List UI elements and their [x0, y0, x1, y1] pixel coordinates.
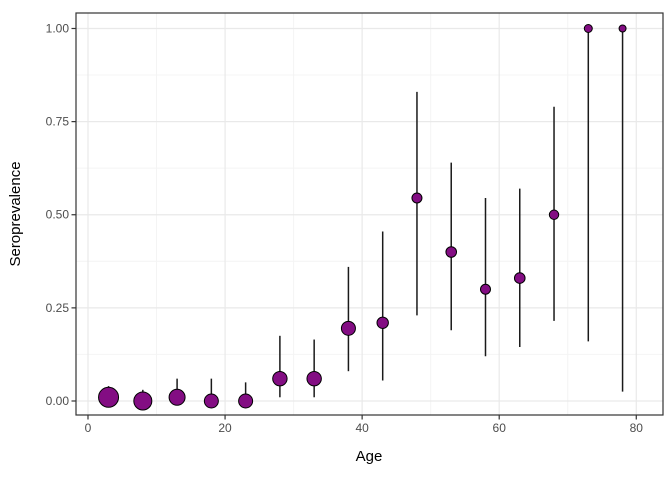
x-tick-label: 60	[493, 421, 507, 435]
x-tick-label: 0	[85, 421, 92, 435]
panel-background	[76, 13, 663, 415]
panel-frame-layer	[75, 12, 664, 416]
data-point	[272, 370, 288, 387]
data-point	[168, 388, 186, 406]
data-point	[618, 24, 627, 33]
panel-background-layer	[76, 13, 663, 415]
data-point	[306, 370, 322, 387]
data-point	[445, 246, 458, 258]
panel-border	[75, 12, 664, 416]
data-point	[583, 23, 593, 33]
y-tick-label: 0.00	[46, 394, 70, 408]
x-tick-label: 40	[355, 421, 369, 435]
y-axis-title: Seroprevalence	[7, 161, 24, 266]
gridline-layer	[76, 13, 663, 415]
data-point	[548, 209, 560, 220]
data-point	[340, 320, 356, 336]
data-point	[411, 192, 423, 204]
data-point	[98, 386, 120, 408]
data-point	[203, 393, 219, 409]
x-tick-label: 20	[218, 421, 232, 435]
y-tick-label: 1.00	[46, 21, 70, 35]
x-axis-title: Age	[356, 448, 383, 465]
y-tick-label: 0.25	[46, 301, 70, 315]
data-point	[133, 391, 153, 411]
data-marks-layer	[98, 23, 627, 411]
data-point	[479, 283, 491, 295]
data-point	[376, 316, 389, 329]
x-tick-label: 80	[630, 421, 644, 435]
y-tick-label: 0.75	[46, 115, 70, 129]
data-point	[513, 272, 526, 284]
axis-layer: 0 20 40 60 80 0.00 0.25 0.50 0.75 1.00	[46, 21, 644, 435]
y-tick-label: 0.50	[46, 208, 70, 222]
data-point	[238, 393, 254, 409]
